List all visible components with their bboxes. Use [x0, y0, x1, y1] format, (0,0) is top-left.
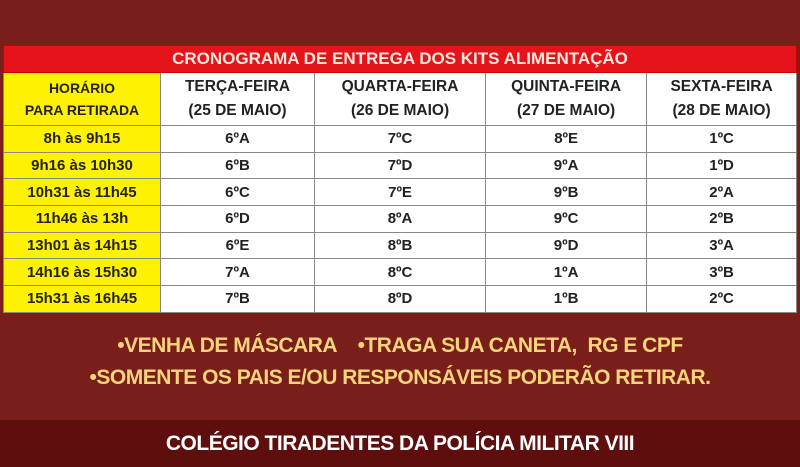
class-cell: 8ºD	[313, 285, 487, 313]
day-header: TERÇA-FEIRA (25 DE MAIO)	[160, 72, 315, 126]
time-slot-cell: 8h às 9h15	[3, 125, 161, 153]
table-row: 11h46 às 13h 6ºD 8ºA 9ºC 2ºB	[3, 205, 797, 233]
class-cell: 9ºC	[485, 205, 648, 233]
class-cell: 7ºE	[313, 178, 487, 207]
class-cell: 1ºB	[485, 285, 648, 313]
class-cell: 9ºD	[485, 231, 648, 260]
class-cell: 6ºE	[160, 231, 315, 260]
class-cell: 7ºD	[313, 151, 487, 180]
class-cell: 2ºC	[646, 285, 797, 313]
table-row: 8h às 9h15 6ºA 7ºC 8ºE 1ºC	[3, 125, 797, 153]
table-row: 15h31 às 16h45 7ºB 8ºD 1ºB 2ºC	[3, 285, 797, 313]
class-cell: 9ºA	[485, 151, 648, 180]
time-slot-cell: 10h31 às 11h45	[3, 178, 161, 207]
class-cell: 7ºC	[313, 125, 487, 153]
table-row: 13h01 às 14h15 6ºE 8ºB 9ºD 3ºA	[3, 231, 797, 260]
time-header: HORÁRIO PARA RETIRADA	[3, 72, 161, 126]
class-cell: 6ºA	[160, 125, 315, 153]
class-cell: 7ºA	[160, 258, 315, 287]
class-cell: 7ºB	[160, 285, 315, 313]
class-cell: 6ºD	[160, 205, 315, 233]
note-line-2: •SOMENTE OS PAIS E/OU RESPONSÁVEIS PODER…	[89, 366, 711, 389]
class-cell: 3ºB	[646, 258, 797, 287]
class-cell: 1ºD	[646, 151, 797, 180]
time-slot-cell: 9h16 às 10h30	[3, 151, 161, 180]
day-header: SEXTA-FEIRA (28 DE MAIO)	[646, 72, 797, 126]
table-row: 10h31 às 11h45 6ºC 7ºE 9ºB 2ºA	[3, 178, 797, 207]
note-line-1: •VENHA DE MÁSCARA •TRAGA SUA CANETA, RG …	[117, 334, 683, 357]
class-cell: 1ºC	[646, 125, 797, 153]
class-cell: 6ºC	[160, 178, 315, 207]
day-header: QUINTA-FEIRA (27 DE MAIO)	[485, 72, 648, 126]
footer-school-name: COLÉGIO TIRADENTES DA POLÍCIA MILITAR VI…	[0, 420, 800, 467]
class-cell: 8ºB	[313, 231, 487, 260]
class-cell: 6ºB	[160, 151, 315, 180]
time-slot-cell: 14h16 às 15h30	[3, 258, 161, 287]
time-slot-cell: 15h31 às 16h45	[3, 285, 161, 313]
schedule-table: CRONOGRAMA DE ENTREGA DOS KITS ALIMENTAÇ…	[3, 45, 797, 313]
time-slot-cell: 13h01 às 14h15	[3, 231, 161, 260]
header-row: HORÁRIO PARA RETIRADA TERÇA-FEIRA (25 DE M…	[3, 72, 797, 126]
table-title: CRONOGRAMA DE ENTREGA DOS KITS ALIMENTAÇ…	[3, 45, 797, 73]
class-cell: 2ºA	[646, 178, 797, 207]
class-cell: 9ºB	[485, 178, 648, 207]
class-cell: 8ºA	[313, 205, 487, 233]
class-cell: 8ºE	[485, 125, 648, 153]
class-cell: 8ºC	[313, 258, 487, 287]
table-row: 9h16 às 10h30 6ºB 7ºD 9ºA 1ºD	[3, 151, 797, 180]
table-row: 14h16 às 15h30 7ºA 8ºC 1ºA 3ºB	[3, 258, 797, 287]
class-cell: 3ºA	[646, 231, 797, 260]
class-cell: 2ºB	[646, 205, 797, 233]
time-slot-cell: 11h46 às 13h	[3, 205, 161, 233]
class-cell: 1ºA	[485, 258, 648, 287]
day-header: QUARTA-FEIRA (26 DE MAIO)	[313, 72, 487, 126]
